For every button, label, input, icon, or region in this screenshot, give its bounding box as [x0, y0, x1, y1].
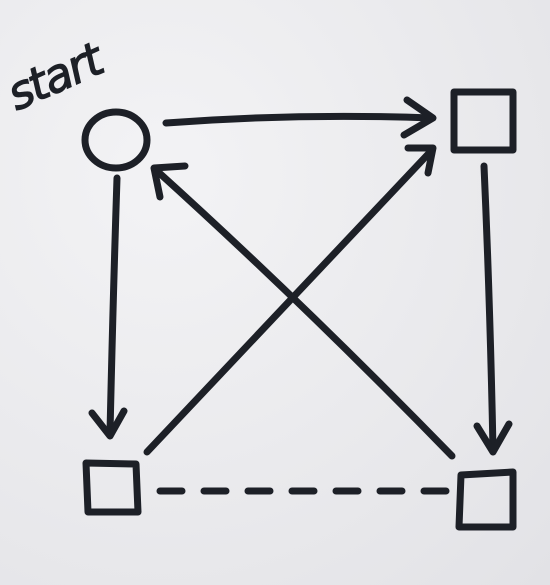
- arrowhead-top-right-incoming: [400, 96, 437, 139]
- bottom-left-node-square: [82, 459, 142, 516]
- start-label: start: [0, 31, 113, 121]
- bottom-right-node-square: [455, 468, 517, 531]
- top-right-node-square: [450, 88, 517, 154]
- edge-start-to-top-right: [162, 112, 436, 127]
- edge-start-to-bottom-left: [106, 174, 121, 437]
- arrowhead-top-right-diagonal: [404, 144, 437, 177]
- edge-bottom-left-to-top-right: [143, 146, 436, 456]
- start-node-circle: [81, 108, 151, 172]
- edge-top-right-to-bottom-right: [480, 162, 497, 454]
- arrowhead-bottom-left-incoming: [88, 407, 128, 440]
- edge-bottom-right-to-start: [152, 166, 456, 460]
- arrowhead-start-incoming: [150, 162, 189, 201]
- arrowhead-bottom-right-incoming: [473, 420, 513, 456]
